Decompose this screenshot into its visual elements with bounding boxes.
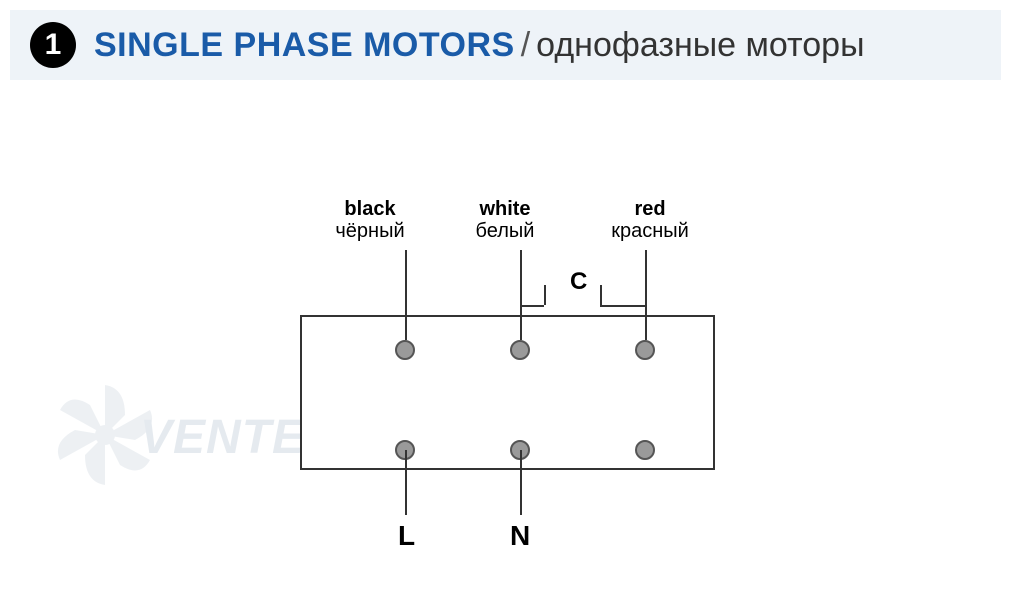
lead-top-3: [645, 250, 647, 340]
watermark: VENTEL: [80, 390, 275, 445]
wire-label-ru: красный: [590, 220, 710, 242]
cap-stub-left-h: [521, 305, 544, 307]
title-russian: однофазные моторы: [536, 26, 864, 65]
terminal-top-3: [635, 340, 655, 360]
fan-icon: [50, 380, 160, 490]
wire-label-red: redкрасный: [590, 198, 710, 242]
wire-label-black: blackчёрный: [310, 198, 430, 242]
cap-stub-right-v: [600, 285, 602, 305]
wire-label-ru: чёрный: [310, 220, 430, 242]
lead-top-2: [520, 250, 522, 340]
wire-label-ru: белый: [445, 220, 565, 242]
wire-label-en: white: [445, 198, 565, 220]
wire-label-en: black: [310, 198, 430, 220]
terminal-label-n: N: [510, 520, 530, 552]
title-english: SINGLE PHASE MOTORS: [94, 26, 515, 65]
section-number: 1: [45, 28, 62, 62]
wiring-diagram: VENTEL blackчёрныйwhiteбелыйredкрасныйCL…: [0, 90, 1011, 580]
cap-stub-left-v: [544, 285, 546, 305]
section-number-badge: 1: [30, 22, 76, 68]
terminal-label-l: L: [398, 520, 415, 552]
header-bar: 1 SINGLE PHASE MOTORS / однофазные мотор…: [10, 10, 1001, 80]
terminal-top-2: [510, 340, 530, 360]
lead-bottom-2: [520, 450, 522, 515]
terminal-bottom-3: [635, 440, 655, 460]
terminal-top-1: [395, 340, 415, 360]
wire-label-en: red: [590, 198, 710, 220]
lead-top-1: [405, 250, 407, 340]
wire-label-white: whiteбелый: [445, 198, 565, 242]
capacitor-label: C: [570, 268, 587, 296]
lead-bottom-1: [405, 450, 407, 515]
cap-stub-right-h: [600, 305, 645, 307]
title-separator: /: [521, 26, 530, 65]
